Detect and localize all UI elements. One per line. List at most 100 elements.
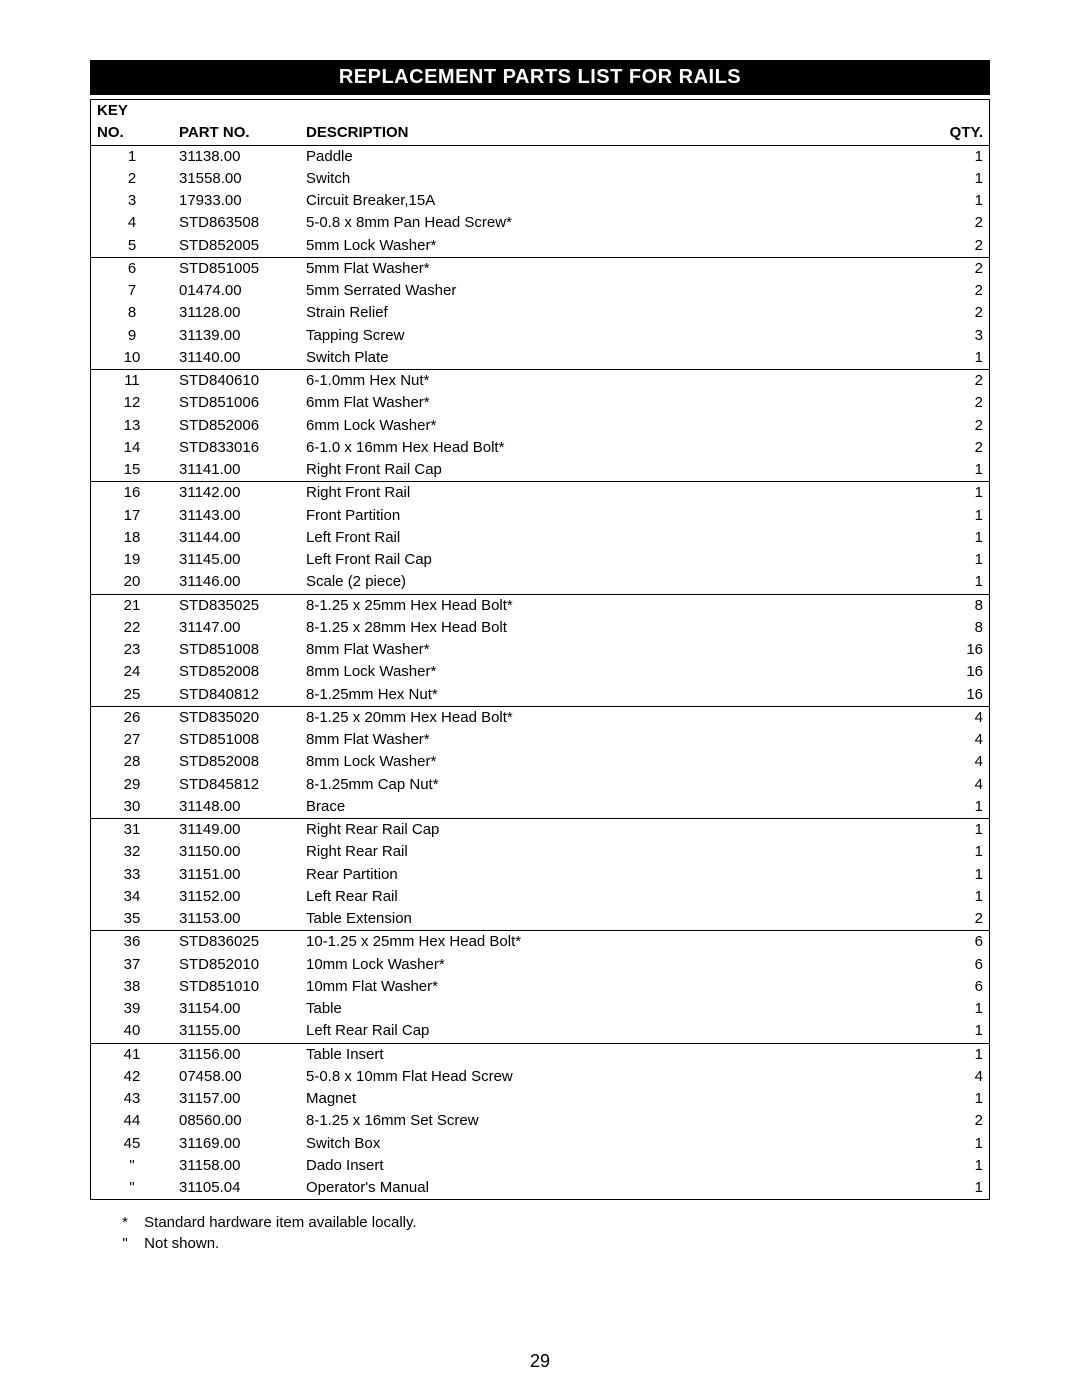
cell-key: " [91,1155,174,1177]
cell-key: 35 [91,908,174,931]
cell-description: 8mm Lock Washer* [300,751,922,773]
cell-description: Table [300,998,922,1020]
table-row: 3931154.00Table1 [91,998,990,1020]
footnote-symbol: " [110,1233,140,1254]
table-row: 4131156.00Table Insert1 [91,1043,990,1066]
cell-qty: 2 [922,392,990,414]
cell-qty: 4 [922,751,990,773]
table-row: 3131149.00Right Rear Rail Cap1 [91,819,990,842]
cell-description: 8-1.25mm Hex Nut* [300,684,922,707]
table-row: 25STD8408128-1.25mm Hex Nut*16 [91,684,990,707]
cell-qty: 8 [922,594,990,617]
cell-qty: 1 [922,886,990,908]
cell-key: 26 [91,706,174,729]
table-row: "31158.00Dado Insert1 [91,1155,990,1177]
cell-description: Rear Partition [300,864,922,886]
cell-qty: 4 [922,774,990,796]
cell-part: 31147.00 [173,617,300,639]
header-key-bottom: NO. [91,122,174,145]
cell-key: 42 [91,1066,174,1088]
cell-description: Table Extension [300,908,922,931]
cell-description: Front Partition [300,505,922,527]
cell-part: 31140.00 [173,347,300,370]
cell-description: Operator's Manual [300,1177,922,1200]
cell-part: 31558.00 [173,168,300,190]
header-desc: DESCRIPTION [300,122,922,145]
cell-description: 8mm Lock Washer* [300,661,922,683]
table-row: 1731143.00Front Partition1 [91,505,990,527]
cell-description: Magnet [300,1088,922,1110]
table-row: 28STD8520088mm Lock Washer*4 [91,751,990,773]
cell-qty: 1 [922,459,990,482]
table-row: 317933.00Circuit Breaker,15A1 [91,190,990,212]
cell-description: Table Insert [300,1043,922,1066]
cell-qty: 2 [922,415,990,437]
cell-part: 31146.00 [173,571,300,594]
table-row: 26STD8350208-1.25 x 20mm Hex Head Bolt*4 [91,706,990,729]
cell-qty: 1 [922,1133,990,1155]
table-row: 4408560.008-1.25 x 16mm Set Screw2 [91,1110,990,1132]
cell-key: 5 [91,235,174,258]
cell-part: STD851008 [173,729,300,751]
cell-key: 14 [91,437,174,459]
table-row: 5STD8520055mm Lock Washer*2 [91,235,990,258]
cell-key: 44 [91,1110,174,1132]
cell-description: 5mm Flat Washer* [300,257,922,280]
cell-part: 31151.00 [173,864,300,886]
cell-description: Tapping Screw [300,325,922,347]
cell-key: 21 [91,594,174,617]
cell-qty: 1 [922,796,990,819]
cell-key: 22 [91,617,174,639]
cell-description: Switch Box [300,1133,922,1155]
cell-description: 8-1.25 x 25mm Hex Head Bolt* [300,594,922,617]
cell-description: 6-1.0mm Hex Nut* [300,370,922,393]
cell-qty: 4 [922,729,990,751]
table-row: 701474.005mm Serrated Washer2 [91,280,990,302]
cell-qty: 1 [922,864,990,886]
cell-description: Switch [300,168,922,190]
cell-description: Circuit Breaker,15A [300,190,922,212]
cell-qty: 1 [922,819,990,842]
cell-description: 5-0.8 x 10mm Flat Head Screw [300,1066,922,1088]
cell-key: 39 [91,998,174,1020]
cell-qty: 8 [922,617,990,639]
cell-part: 31105.04 [173,1177,300,1200]
cell-qty: 4 [922,1066,990,1088]
cell-key: 8 [91,302,174,324]
cell-description: 6-1.0 x 16mm Hex Head Bolt* [300,437,922,459]
table-row: 4207458.005-0.8 x 10mm Flat Head Screw4 [91,1066,990,1088]
cell-description: Right Rear Rail Cap [300,819,922,842]
cell-part: STD835025 [173,594,300,617]
cell-description: 10-1.25 x 25mm Hex Head Bolt* [300,931,922,954]
cell-qty: 1 [922,1020,990,1043]
table-row: 1631142.00Right Front Rail1 [91,482,990,505]
cell-key: 40 [91,1020,174,1043]
table-row: 12STD8510066mm Flat Washer*2 [91,392,990,414]
cell-key: 4 [91,212,174,234]
cell-part: 31148.00 [173,796,300,819]
cell-key: 13 [91,415,174,437]
cell-part: 31150.00 [173,841,300,863]
cell-qty: 1 [922,571,990,594]
cell-qty: 16 [922,639,990,661]
cell-part: STD835020 [173,706,300,729]
table-row: 36STD83602510-1.25 x 25mm Hex Head Bolt*… [91,931,990,954]
cell-part: 31156.00 [173,1043,300,1066]
table-row: 21STD8350258-1.25 x 25mm Hex Head Bolt*8 [91,594,990,617]
cell-part: 31138.00 [173,145,300,168]
cell-description: 8-1.25 x 20mm Hex Head Bolt* [300,706,922,729]
table-row: 831128.00Strain Relief2 [91,302,990,324]
cell-qty: 1 [922,1043,990,1066]
cell-qty: 16 [922,684,990,707]
table-row: 3531153.00Table Extension2 [91,908,990,931]
cell-qty: 3 [922,325,990,347]
table-row: 1531141.00Right Front Rail Cap1 [91,459,990,482]
cell-description: 5mm Serrated Washer [300,280,922,302]
table-row: 3331151.00Rear Partition1 [91,864,990,886]
cell-qty: 1 [922,549,990,571]
cell-description: 5-0.8 x 8mm Pan Head Screw* [300,212,922,234]
table-row: 2231147.008-1.25 x 28mm Hex Head Bolt8 [91,617,990,639]
cell-description: Left Front Rail [300,527,922,549]
cell-key: 12 [91,392,174,414]
cell-qty: 2 [922,280,990,302]
